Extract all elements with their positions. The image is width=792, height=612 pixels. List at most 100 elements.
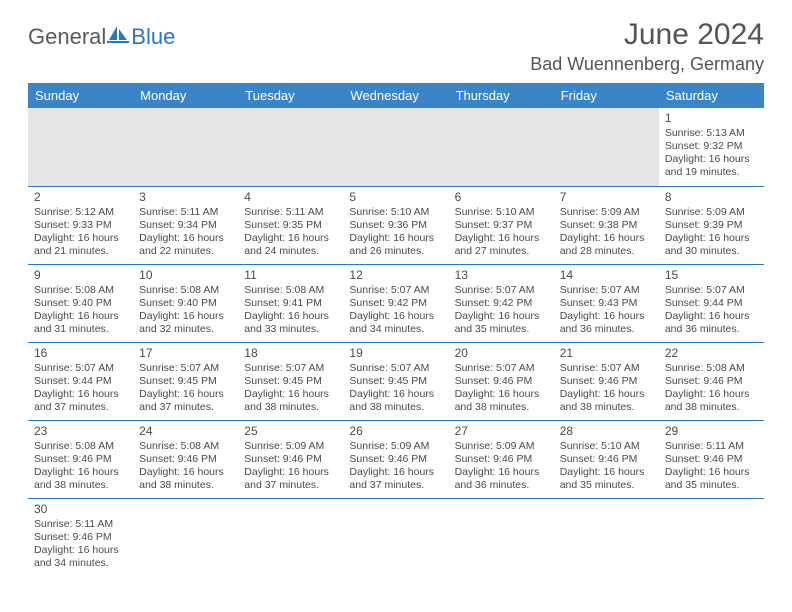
calendar-body: 1Sunrise: 5:13 AMSunset: 9:32 PMDaylight… <box>28 108 764 576</box>
sunrise: Sunrise: 5:07 AM <box>34 362 127 375</box>
sunrise: Sunrise: 5:09 AM <box>349 440 442 453</box>
sunset: Sunset: 9:35 PM <box>244 219 337 232</box>
day-1: 1Sunrise: 5:13 AMSunset: 9:32 PMDaylight… <box>659 108 764 186</box>
calendar-row: 16Sunrise: 5:07 AMSunset: 9:44 PMDayligh… <box>28 342 764 420</box>
weekday-header-row: SundayMondayTuesdayWednesdayThursdayFrid… <box>28 83 764 108</box>
empty-cell <box>133 498 238 576</box>
day-number: 10 <box>139 268 232 283</box>
title-block: June 2024 Bad Wuennenberg, Germany <box>530 18 764 75</box>
sunrise: Sunrise: 5:07 AM <box>139 362 232 375</box>
sunrise: Sunrise: 5:12 AM <box>34 206 127 219</box>
sunset: Sunset: 9:40 PM <box>34 297 127 310</box>
sunrise: Sunrise: 5:09 AM <box>665 206 758 219</box>
sunset: Sunset: 9:46 PM <box>244 453 337 466</box>
sunset: Sunset: 9:46 PM <box>560 375 653 388</box>
sunrise: Sunrise: 5:07 AM <box>665 284 758 297</box>
sunrise: Sunrise: 5:13 AM <box>665 127 758 140</box>
daylight: Daylight: 16 hours and 37 minutes. <box>139 388 232 414</box>
empty-cell <box>343 498 448 576</box>
weekday-friday: Friday <box>554 83 659 108</box>
daylight: Daylight: 16 hours and 38 minutes. <box>560 388 653 414</box>
sunrise: Sunrise: 5:07 AM <box>455 284 548 297</box>
sunrise: Sunrise: 5:07 AM <box>244 362 337 375</box>
sunset: Sunset: 9:39 PM <box>665 219 758 232</box>
sunset: Sunset: 9:44 PM <box>34 375 127 388</box>
sunrise: Sunrise: 5:08 AM <box>34 284 127 297</box>
day-29: 29Sunrise: 5:11 AMSunset: 9:46 PMDayligh… <box>659 420 764 498</box>
empty-cell <box>343 108 448 186</box>
day-number: 23 <box>34 424 127 439</box>
day-5: 5Sunrise: 5:10 AMSunset: 9:36 PMDaylight… <box>343 186 448 264</box>
sunrise: Sunrise: 5:07 AM <box>560 362 653 375</box>
daylight: Daylight: 16 hours and 30 minutes. <box>665 232 758 258</box>
day-number: 27 <box>455 424 548 439</box>
day-8: 8Sunrise: 5:09 AMSunset: 9:39 PMDaylight… <box>659 186 764 264</box>
calendar-table: SundayMondayTuesdayWednesdayThursdayFrid… <box>28 83 764 576</box>
daylight: Daylight: 16 hours and 36 minutes. <box>560 310 653 336</box>
day-19: 19Sunrise: 5:07 AMSunset: 9:45 PMDayligh… <box>343 342 448 420</box>
day-22: 22Sunrise: 5:08 AMSunset: 9:46 PMDayligh… <box>659 342 764 420</box>
sunset: Sunset: 9:33 PM <box>34 219 127 232</box>
day-15: 15Sunrise: 5:07 AMSunset: 9:44 PMDayligh… <box>659 264 764 342</box>
weekday-sunday: Sunday <box>28 83 133 108</box>
day-number: 21 <box>560 346 653 361</box>
day-3: 3Sunrise: 5:11 AMSunset: 9:34 PMDaylight… <box>133 186 238 264</box>
day-14: 14Sunrise: 5:07 AMSunset: 9:43 PMDayligh… <box>554 264 659 342</box>
sunset: Sunset: 9:34 PM <box>139 219 232 232</box>
day-number: 3 <box>139 190 232 205</box>
sunset: Sunset: 9:46 PM <box>34 453 127 466</box>
day-number: 28 <box>560 424 653 439</box>
daylight: Daylight: 16 hours and 28 minutes. <box>560 232 653 258</box>
day-11: 11Sunrise: 5:08 AMSunset: 9:41 PMDayligh… <box>238 264 343 342</box>
weekday-monday: Monday <box>133 83 238 108</box>
day-30: 30Sunrise: 5:11 AMSunset: 9:46 PMDayligh… <box>28 498 133 576</box>
month-title: June 2024 <box>530 18 764 52</box>
sunrise: Sunrise: 5:09 AM <box>244 440 337 453</box>
day-number: 15 <box>665 268 758 283</box>
sail-icon <box>107 24 129 50</box>
logo-text-blue: Blue <box>131 24 175 50</box>
empty-cell <box>28 108 133 186</box>
empty-cell <box>449 108 554 186</box>
weekday-thursday: Thursday <box>449 83 554 108</box>
calendar-row: 1Sunrise: 5:13 AMSunset: 9:32 PMDaylight… <box>28 108 764 186</box>
day-20: 20Sunrise: 5:07 AMSunset: 9:46 PMDayligh… <box>449 342 554 420</box>
weekday-tuesday: Tuesday <box>238 83 343 108</box>
day-21: 21Sunrise: 5:07 AMSunset: 9:46 PMDayligh… <box>554 342 659 420</box>
day-28: 28Sunrise: 5:10 AMSunset: 9:46 PMDayligh… <box>554 420 659 498</box>
sunrise: Sunrise: 5:08 AM <box>139 284 232 297</box>
empty-cell <box>659 498 764 576</box>
sunrise: Sunrise: 5:08 AM <box>34 440 127 453</box>
sunrise: Sunrise: 5:07 AM <box>349 362 442 375</box>
day-number: 24 <box>139 424 232 439</box>
day-18: 18Sunrise: 5:07 AMSunset: 9:45 PMDayligh… <box>238 342 343 420</box>
daylight: Daylight: 16 hours and 38 minutes. <box>139 466 232 492</box>
day-number: 17 <box>139 346 232 361</box>
empty-cell <box>554 108 659 186</box>
daylight: Daylight: 16 hours and 38 minutes. <box>665 388 758 414</box>
sunrise: Sunrise: 5:10 AM <box>455 206 548 219</box>
sunset: Sunset: 9:45 PM <box>244 375 337 388</box>
sunrise: Sunrise: 5:11 AM <box>665 440 758 453</box>
day-number: 7 <box>560 190 653 205</box>
sunset: Sunset: 9:42 PM <box>349 297 442 310</box>
day-24: 24Sunrise: 5:08 AMSunset: 9:46 PMDayligh… <box>133 420 238 498</box>
day-16: 16Sunrise: 5:07 AMSunset: 9:44 PMDayligh… <box>28 342 133 420</box>
sunrise: Sunrise: 5:08 AM <box>244 284 337 297</box>
empty-cell <box>238 498 343 576</box>
sunset: Sunset: 9:36 PM <box>349 219 442 232</box>
empty-cell <box>449 498 554 576</box>
logo-text-general: General <box>28 24 106 50</box>
daylight: Daylight: 16 hours and 34 minutes. <box>349 310 442 336</box>
daylight: Daylight: 16 hours and 36 minutes. <box>455 466 548 492</box>
day-number: 4 <box>244 190 337 205</box>
day-number: 8 <box>665 190 758 205</box>
sunset: Sunset: 9:46 PM <box>455 375 548 388</box>
day-23: 23Sunrise: 5:08 AMSunset: 9:46 PMDayligh… <box>28 420 133 498</box>
day-number: 2 <box>34 190 127 205</box>
day-6: 6Sunrise: 5:10 AMSunset: 9:37 PMDaylight… <box>449 186 554 264</box>
day-17: 17Sunrise: 5:07 AMSunset: 9:45 PMDayligh… <box>133 342 238 420</box>
weekday-saturday: Saturday <box>659 83 764 108</box>
daylight: Daylight: 16 hours and 38 minutes. <box>349 388 442 414</box>
calendar-row: 30Sunrise: 5:11 AMSunset: 9:46 PMDayligh… <box>28 498 764 576</box>
